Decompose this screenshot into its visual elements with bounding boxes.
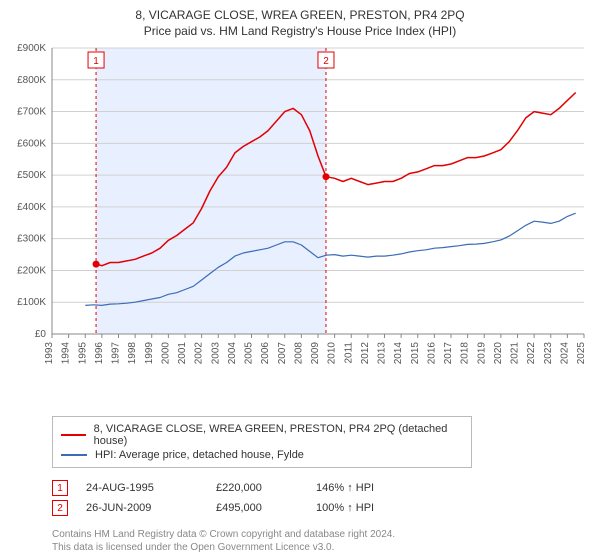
svg-text:£900K: £900K [17, 44, 46, 54]
svg-text:1999: 1999 [144, 342, 155, 365]
svg-text:2001: 2001 [177, 342, 188, 365]
transaction-pct: 146% ↑ HPI [316, 482, 436, 494]
svg-text:1: 1 [93, 56, 99, 67]
svg-text:£600K: £600K [17, 138, 46, 149]
svg-text:2021: 2021 [510, 342, 521, 365]
svg-text:£0: £0 [35, 329, 47, 340]
svg-text:£400K: £400K [17, 202, 46, 213]
page-title: 8, VICARAGE CLOSE, WREA GREEN, PRESTON, … [10, 8, 590, 22]
transactions: 1 24-AUG-1995 £220,000 146% ↑ HPI 2 26-J… [52, 476, 586, 520]
svg-text:1993: 1993 [44, 342, 55, 365]
legend-item-hpi: HPI: Average price, detached house, Fyld… [61, 449, 463, 461]
svg-text:1994: 1994 [61, 342, 72, 365]
svg-text:2019: 2019 [476, 342, 487, 365]
svg-text:2006: 2006 [260, 342, 271, 365]
svg-text:2013: 2013 [377, 342, 388, 365]
marker-badge: 1 [52, 480, 68, 496]
svg-text:2012: 2012 [360, 342, 371, 365]
transaction-date: 24-AUG-1995 [86, 482, 216, 494]
svg-text:2004: 2004 [227, 342, 238, 365]
svg-text:2010: 2010 [327, 342, 338, 365]
legend-swatch [61, 434, 86, 436]
svg-text:2016: 2016 [426, 342, 437, 365]
svg-text:1995: 1995 [77, 342, 88, 365]
transaction-price: £220,000 [216, 482, 316, 494]
price-chart: £0 £100K £200K £300K £400K £500K £600K £700K £80… [10, 44, 590, 410]
svg-text:2002: 2002 [194, 342, 205, 365]
svg-text:£700K: £700K [17, 107, 46, 118]
svg-text:2011: 2011 [343, 342, 354, 364]
svg-text:2003: 2003 [210, 342, 221, 365]
svg-text:1998: 1998 [127, 342, 138, 365]
svg-text:£300K: £300K [17, 234, 46, 245]
legend-item-property: 8, VICARAGE CLOSE, WREA GREEN, PRESTON, … [61, 423, 463, 447]
transaction-date: 26-JUN-2009 [86, 502, 216, 514]
legend-label: HPI: Average price, detached house, Fyld… [95, 449, 304, 461]
svg-text:2000: 2000 [160, 342, 171, 365]
svg-text:£100K: £100K [17, 297, 46, 308]
svg-text:£800K: £800K [17, 75, 46, 86]
svg-text:£200K: £200K [17, 265, 46, 276]
transaction-pct: 100% ↑ HPI [316, 502, 436, 514]
svg-text:2022: 2022 [526, 342, 537, 365]
transaction-row: 1 24-AUG-1995 £220,000 146% ↑ HPI [52, 480, 586, 496]
svg-text:2: 2 [323, 56, 329, 67]
svg-text:2024: 2024 [559, 342, 570, 365]
transaction-price: £495,000 [216, 502, 316, 514]
svg-text:2014: 2014 [393, 342, 404, 365]
svg-text:2007: 2007 [277, 342, 288, 365]
svg-text:1996: 1996 [94, 342, 105, 365]
marker-badge: 2 [52, 500, 68, 516]
svg-text:1997: 1997 [111, 342, 122, 365]
legend-label: 8, VICARAGE CLOSE, WREA GREEN, PRESTON, … [94, 423, 463, 447]
legend-swatch [61, 454, 87, 456]
transaction-row: 2 26-JUN-2009 £495,000 100% ↑ HPI [52, 500, 586, 516]
svg-text:2025: 2025 [576, 342, 587, 365]
svg-text:2017: 2017 [443, 342, 454, 365]
svg-text:2023: 2023 [543, 342, 554, 365]
svg-text:2009: 2009 [310, 342, 321, 365]
footer-line: Contains HM Land Registry data © Crown c… [52, 528, 586, 541]
svg-text:£500K: £500K [17, 170, 46, 181]
svg-text:2015: 2015 [410, 342, 421, 365]
svg-text:2018: 2018 [460, 342, 471, 365]
page-subtitle: Price paid vs. HM Land Registry's House … [10, 24, 590, 38]
footer-line: This data is licensed under the Open Gov… [52, 541, 586, 554]
footer-attribution: Contains HM Land Registry data © Crown c… [52, 528, 586, 554]
svg-text:2020: 2020 [493, 342, 504, 365]
svg-text:2005: 2005 [244, 342, 255, 365]
svg-text:2008: 2008 [293, 342, 304, 365]
legend: 8, VICARAGE CLOSE, WREA GREEN, PRESTON, … [52, 416, 472, 468]
